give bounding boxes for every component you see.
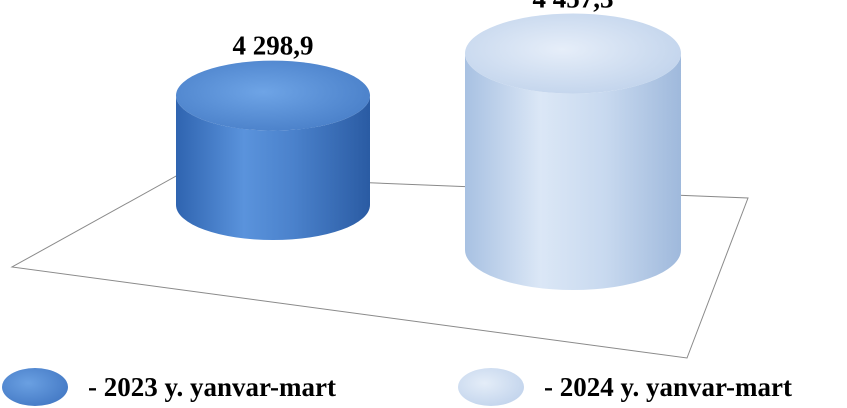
value-label-2023: 4 298,9 bbox=[233, 31, 314, 61]
legend: - 2023 y. yanvar-mart - 2024 y. yanvar-m… bbox=[0, 366, 847, 408]
bar-2024 bbox=[465, 13, 681, 290]
legend-swatch-2023 bbox=[2, 368, 68, 406]
bar-2024-body bbox=[465, 53, 681, 290]
bar-2023-top bbox=[176, 60, 370, 131]
legend-item-2024: - 2024 y. yanvar-mart bbox=[458, 366, 792, 408]
legend-swatch-2024 bbox=[458, 368, 524, 406]
bar-2023 bbox=[176, 60, 370, 240]
bar-2023-body bbox=[176, 95, 370, 240]
value-label-2024: 4 457,3 bbox=[533, 0, 614, 13]
legend-label-2024: - 2024 y. yanvar-mart bbox=[544, 371, 792, 402]
legend-item-2023: - 2023 y. yanvar-mart bbox=[2, 366, 336, 408]
bar-2024-top bbox=[465, 13, 681, 94]
legend-label-2023: - 2023 y. yanvar-mart bbox=[88, 371, 336, 402]
